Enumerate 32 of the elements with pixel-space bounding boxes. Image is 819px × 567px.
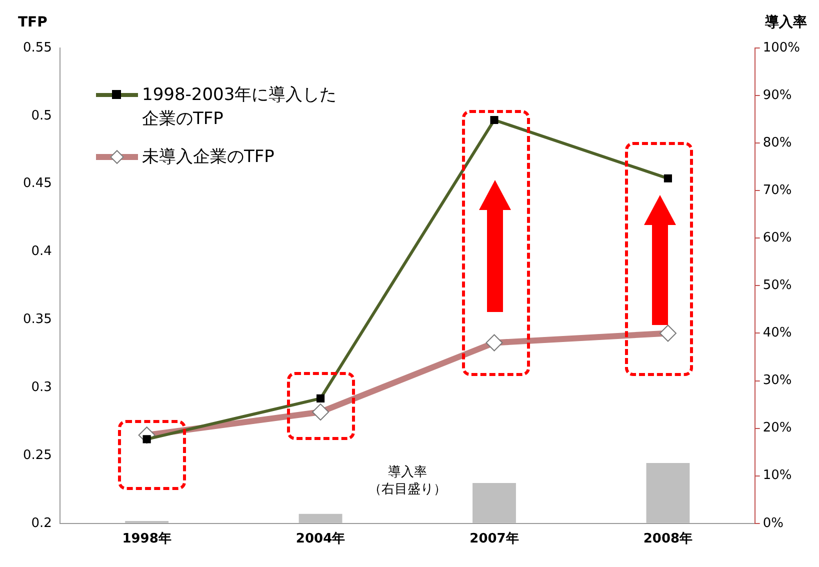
y-tick-label: 0.5 [31,108,52,124]
y2-tick-label: 50% [762,278,792,294]
y-tick-label: 0.4 [31,244,52,260]
y-axis-title: TFP [18,14,48,31]
bar [646,463,690,523]
y-tick-label: 0.2 [31,516,52,531]
y2-tick-label: 70% [762,182,792,198]
legend-label: 1998-2003年に導入した企業のTFP [142,84,338,131]
x-tick-label: 2008年 [643,532,693,547]
x-tick-label: 1998年 [122,532,172,547]
y-tick-label: 0.35 [22,312,52,328]
y2-tick-label: 0% [762,516,784,531]
y-tick-label: 0.3 [31,380,52,395]
y-tick-label: 0.25 [22,448,52,463]
bar [472,482,516,523]
y-tick-label: 0.45 [22,176,52,192]
y2-axis-title: 導入率 [764,14,807,31]
bar [298,514,342,523]
x-tick-label: 2007年 [470,532,519,547]
y2-tick-label: 30% [762,373,792,388]
y2-tick-label: 80% [762,135,792,150]
y2-tick-label: 20% [762,420,792,436]
y2-tick-label: 10% [762,468,792,484]
annotation: （右目盛り） [368,482,446,498]
y2-tick-label: 60% [762,230,792,246]
y-tick-label: 0.55 [22,40,52,56]
annotation: 導入率 [388,464,427,480]
x-tick-label: 2004年 [296,532,346,547]
y2-tick-label: 100% [762,40,800,56]
y2-tick-label: 40% [762,326,792,341]
legend-label: 未導入企業のTFP [142,146,274,169]
y2-tick-label: 90% [762,88,792,103]
